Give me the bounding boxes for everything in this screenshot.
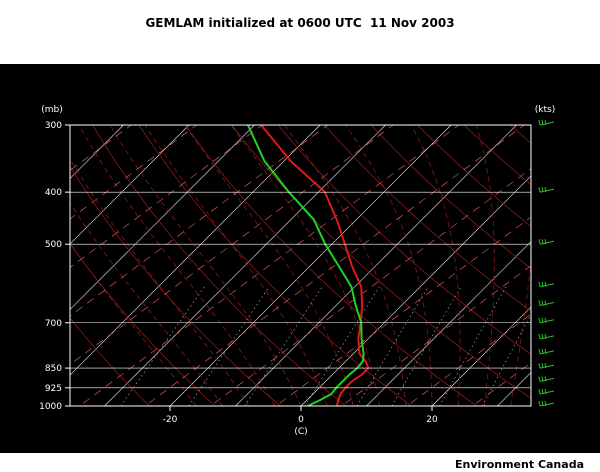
isotherm-line bbox=[70, 125, 190, 245]
isotherm-line bbox=[235, 125, 517, 406]
y-tick-label: 400 bbox=[45, 188, 62, 198]
wind-barb bbox=[538, 300, 555, 306]
y-axis-unit-label: (mb) bbox=[41, 105, 63, 115]
dry-adiabat-line bbox=[324, 125, 531, 312]
moist-adiabat-line bbox=[475, 125, 495, 406]
dry-adiabat-line bbox=[70, 242, 216, 406]
reference-dashed-line bbox=[70, 125, 394, 365]
dry-adiabat-line bbox=[510, 82, 600, 417]
reference-dashed-line bbox=[70, 125, 329, 317]
isotherm-line bbox=[104, 125, 386, 406]
moist-adiabat-line bbox=[284, 125, 407, 406]
dry-adiabat-line bbox=[416, 125, 531, 227]
wind-barbs bbox=[538, 119, 555, 407]
moist-adiabat-line bbox=[345, 125, 433, 406]
y-tick-label: 500 bbox=[45, 240, 62, 250]
moist-adiabat-line bbox=[70, 158, 249, 406]
isotherm-line bbox=[0, 82, 101, 428]
mixing-ratio-line bbox=[304, 286, 380, 406]
mixing-ratio-line bbox=[120, 286, 205, 406]
moist-adiabat-line bbox=[70, 242, 197, 406]
isotherm-line bbox=[497, 372, 531, 406]
dry-adiabat-line bbox=[554, 82, 600, 417]
wind-barb bbox=[538, 187, 555, 193]
plot-panel: 300 400 500 700 850 925 1000 -20 0 20 (mb) (kts) … bbox=[0, 64, 600, 453]
wind-barb bbox=[538, 348, 555, 355]
moist-adiabat-line bbox=[510, 257, 531, 406]
reference-dashed-line bbox=[574, 82, 600, 428]
isotherm-line bbox=[0, 82, 35, 428]
dry-adiabat-line bbox=[70, 165, 282, 406]
isotherm-line bbox=[541, 82, 600, 428]
y-tick-label: 850 bbox=[45, 364, 62, 374]
isotherm-line bbox=[366, 241, 531, 406]
isotherm-line bbox=[70, 125, 255, 310]
wind-barb bbox=[538, 239, 555, 245]
x-tick-label: 20 bbox=[426, 415, 438, 425]
reference-dashed-line bbox=[209, 168, 531, 406]
wind-barb bbox=[538, 363, 555, 369]
y-tick-label: 925 bbox=[45, 384, 62, 394]
reference-dashed-line bbox=[70, 125, 198, 220]
reference-dashed-line bbox=[340, 265, 531, 406]
dry-adiabat-line bbox=[509, 125, 531, 144]
wind-barb bbox=[538, 388, 555, 395]
isotherm-line bbox=[70, 125, 321, 376]
reference-dashed-line bbox=[406, 313, 531, 406]
dry-adiabat-line bbox=[184, 125, 478, 406]
chart-title: GEMLAM initialized at 0600 UTC 11 Nov 20… bbox=[145, 16, 455, 30]
wind-barb bbox=[538, 317, 555, 324]
isotherm-line bbox=[70, 125, 124, 179]
dry-adiabat-line bbox=[70, 317, 150, 406]
mixing-ratio-line bbox=[188, 286, 270, 406]
wind-barb bbox=[538, 376, 555, 382]
moist-adiabat-line bbox=[410, 125, 461, 406]
mixing-ratio-line bbox=[482, 314, 531, 406]
isotherm-line bbox=[431, 306, 531, 406]
wind-barb bbox=[538, 281, 555, 288]
reference-dashed-line bbox=[508, 82, 600, 428]
mixing-ratio-line bbox=[356, 286, 429, 406]
moist-adiabat-line bbox=[230, 125, 380, 406]
wind-barb bbox=[538, 333, 555, 340]
reference-dashed-line bbox=[70, 125, 263, 268]
dry-adiabat-line bbox=[138, 125, 413, 406]
footer-credit: Environment Canada bbox=[455, 458, 584, 471]
moist-adiabat-line bbox=[144, 125, 328, 406]
wind-barb bbox=[538, 400, 555, 407]
axes: 300 400 500 700 850 925 1000 -20 0 20 bbox=[39, 121, 531, 425]
reference-dashed-line bbox=[70, 125, 132, 171]
dry-adiabat-line bbox=[231, 125, 531, 399]
mixing-ratio-line bbox=[391, 286, 462, 406]
background-lines bbox=[0, 82, 600, 428]
moist-adiabat-line bbox=[70, 202, 223, 406]
mixing-ratio-line bbox=[439, 286, 507, 406]
dewpoint-profile bbox=[246, 125, 365, 406]
dry-adiabat-line bbox=[277, 125, 531, 355]
x-tick-label: 0 bbox=[298, 415, 304, 425]
wind-unit-label: (kts) bbox=[535, 105, 555, 115]
moist-adiabat-line bbox=[109, 125, 302, 406]
isotherm-line bbox=[300, 175, 531, 406]
y-tick-label: 700 bbox=[45, 319, 62, 329]
reference-dashed-line bbox=[78, 125, 460, 406]
wind-barb bbox=[538, 119, 555, 126]
isotherm-line bbox=[169, 125, 452, 406]
reference-dashed-line bbox=[0, 82, 123, 428]
dry-adiabat-line bbox=[463, 125, 531, 186]
dry-adiabat-line bbox=[370, 125, 531, 269]
moist-adiabat-line bbox=[184, 125, 354, 406]
y-tick-label: 300 bbox=[45, 121, 62, 131]
x-tick-label: -20 bbox=[163, 415, 178, 425]
mixing-ratio-line bbox=[244, 286, 323, 406]
y-tick-label: 1000 bbox=[39, 402, 62, 412]
reference-dashed-line bbox=[275, 216, 531, 406]
dry-adiabat-line bbox=[92, 125, 347, 406]
x-axis-label: (C) bbox=[294, 427, 307, 437]
moist-adiabat-line bbox=[78, 125, 276, 406]
